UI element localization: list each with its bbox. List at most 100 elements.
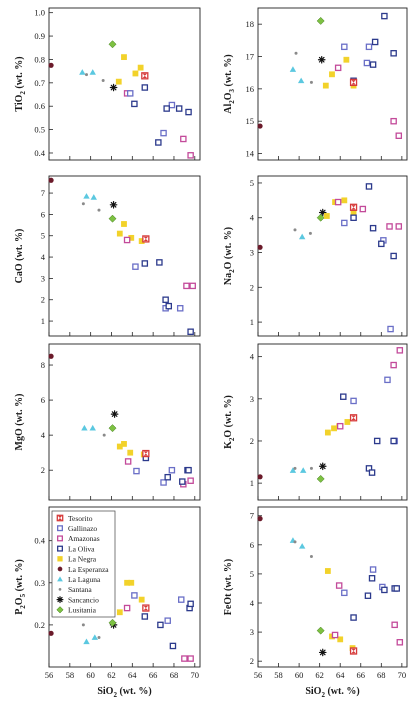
series-santana <box>294 51 313 84</box>
la-oliva-marker <box>378 240 385 248</box>
star-stroke <box>110 84 117 91</box>
amazonas-marker <box>390 361 397 369</box>
subscript: 5 <box>19 593 27 597</box>
panel-tio2-wt-: 0.4 0.5 0.6 0.7 0.8 0.9 1.0 TiO2 (wt. %) <box>14 7 201 161</box>
panel-cao-wt-: 1 2 3 4 5 6 7 CaO (wt. %) <box>14 175 201 337</box>
series-tesorito <box>141 72 149 80</box>
x-tick-label: 66 <box>357 670 366 680</box>
label-part: FeOt (wt. %) <box>223 559 234 615</box>
y-axis-label: Al2O3 (wt. %) <box>223 54 236 114</box>
series-la-laguna <box>79 69 96 75</box>
tesorito-frame <box>349 78 358 87</box>
amazonas-marker <box>391 621 398 629</box>
amazonas-marker <box>181 655 188 662</box>
label-part: K <box>223 441 234 449</box>
series-amazonas <box>336 347 404 430</box>
gallinazo-marker <box>126 90 134 97</box>
series-santana <box>84 73 105 82</box>
y-tick-label: 14 <box>246 149 255 159</box>
y-tick-label: 2 <box>250 436 254 446</box>
la-oliva-marker <box>163 105 170 112</box>
label-part: Na <box>223 273 234 285</box>
y-tick-label: 7 <box>250 511 254 521</box>
label-part: SiO <box>305 686 321 697</box>
la-negra-marker <box>115 78 122 85</box>
la-laguna-marker <box>91 634 99 640</box>
santana-marker <box>81 623 85 627</box>
la-oliva-marker <box>169 642 177 650</box>
label-part: (wt. %) <box>223 54 234 89</box>
la-oliva-marker <box>179 478 186 485</box>
y-tick-label: 1 <box>250 478 254 488</box>
amazonas-marker <box>334 64 342 72</box>
santana-marker <box>102 433 106 437</box>
amazonas-marker <box>390 117 397 125</box>
star-stroke <box>319 209 326 216</box>
y-tick-label: 2 <box>250 656 254 666</box>
legend-label-la-laguna: La Laguna <box>68 575 101 584</box>
gallinazo-marker <box>387 325 394 333</box>
la-negra-marker <box>323 213 330 219</box>
sancancio-marker <box>318 462 327 471</box>
gallinazo-marker <box>341 219 348 227</box>
la-oliva-marker <box>157 621 164 629</box>
la-negra-marker <box>128 579 135 586</box>
x-tick-label: 62 <box>107 670 116 680</box>
y-tick-label: 5 <box>250 569 254 579</box>
la-oliva-marker <box>350 614 357 621</box>
la-oliva-marker <box>141 260 149 267</box>
y-axis-label: P2O5 (wt. %) <box>14 559 27 615</box>
label-part: TiO <box>14 94 25 111</box>
la-negra-marker <box>337 636 344 643</box>
series-la-oliva <box>141 600 194 650</box>
star-stroke <box>319 463 326 470</box>
series-santana <box>293 540 313 558</box>
subscript: 2 <box>321 691 325 699</box>
series-la-esperanza <box>48 353 54 359</box>
y-tick-label: 2 <box>41 465 45 475</box>
label-part: O <box>223 92 234 100</box>
amazonas-marker <box>395 223 403 230</box>
y-axis-label: Na2O (wt. %) <box>223 227 236 285</box>
y-tick-label: 4 <box>250 598 255 608</box>
gallinazo-marker <box>341 43 348 51</box>
amazonas-marker <box>189 282 196 290</box>
gallinazo-marker <box>365 43 373 51</box>
x-tick-label: 56 <box>254 670 263 680</box>
la-negra-marker <box>116 230 123 237</box>
la-esperanza-marker <box>257 244 263 250</box>
series-sancancio <box>318 208 327 217</box>
y-tick-label: 1 <box>250 317 254 327</box>
tesorito-hourglass <box>351 205 356 210</box>
la-laguna-marker <box>83 638 90 645</box>
series-tesorito <box>142 235 150 243</box>
gallinazo-marker <box>132 263 139 270</box>
series-la-oliva <box>350 183 397 260</box>
gallinazo-marker <box>168 101 176 109</box>
la-negra-marker <box>116 609 123 616</box>
amazonas-marker <box>183 282 190 290</box>
x-tick-label: 64 <box>336 670 345 680</box>
series-lusitania <box>316 474 325 483</box>
la-negra-marker <box>132 70 139 77</box>
tesorito-hourglass <box>58 516 62 520</box>
label-part: O (wt. %) <box>223 227 234 270</box>
gallinazo-marker <box>131 592 138 599</box>
amazonas-marker <box>336 422 344 430</box>
series-la-negra <box>116 579 145 616</box>
la-negra-marker <box>343 56 350 63</box>
amazonas-marker <box>396 639 404 646</box>
series-la-laguna <box>289 537 306 549</box>
sancancio-marker <box>56 596 64 604</box>
series-sancancio <box>109 83 118 92</box>
series-amazonas <box>334 198 403 230</box>
la-esperanza-marker <box>48 62 54 68</box>
tesorito-hourglass <box>351 415 356 420</box>
tesorito-hourglass <box>143 236 149 242</box>
series-gallinazo <box>341 566 386 597</box>
sancancio-marker <box>318 208 327 217</box>
series-amazonas <box>123 604 194 662</box>
gallinazo-marker <box>133 467 140 475</box>
